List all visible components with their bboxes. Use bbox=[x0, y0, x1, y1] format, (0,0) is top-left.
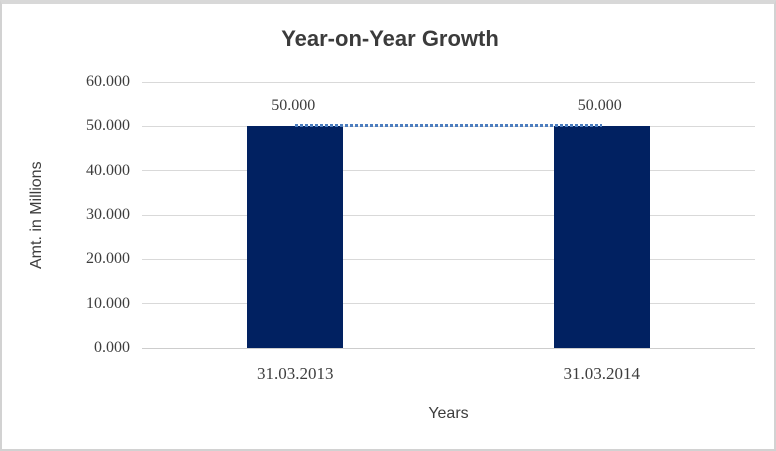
gridline bbox=[142, 170, 755, 172]
gridline bbox=[142, 81, 755, 83]
bar bbox=[247, 126, 344, 348]
x-category-label: 31.03.2013 bbox=[257, 364, 334, 383]
gridline bbox=[142, 303, 755, 305]
y-tick-label: 20.000 bbox=[86, 250, 130, 268]
plot-area bbox=[142, 81, 755, 349]
y-tick-label: 10.000 bbox=[86, 294, 130, 312]
chart-title: Year-on-Year Growth bbox=[281, 26, 499, 51]
x-category-label: 31.03.2014 bbox=[563, 364, 641, 383]
x-axis-title: Years bbox=[428, 405, 469, 422]
y-tick-label: 60.000 bbox=[86, 73, 130, 90]
y-tick-label: 40.000 bbox=[86, 161, 130, 179]
gridline bbox=[142, 258, 755, 260]
y-tick-label: 50.000 bbox=[86, 117, 130, 135]
gridline bbox=[142, 214, 755, 216]
y-tick-label: 30.000 bbox=[86, 206, 130, 223]
bar-value-label: 50.000 bbox=[577, 97, 622, 115]
trend-line bbox=[295, 123, 602, 127]
bar bbox=[553, 126, 650, 348]
y-tick-label: 0.000 bbox=[94, 339, 130, 356]
bar-value-label: 50.000 bbox=[271, 97, 316, 115]
x-axis-line bbox=[142, 347, 755, 349]
